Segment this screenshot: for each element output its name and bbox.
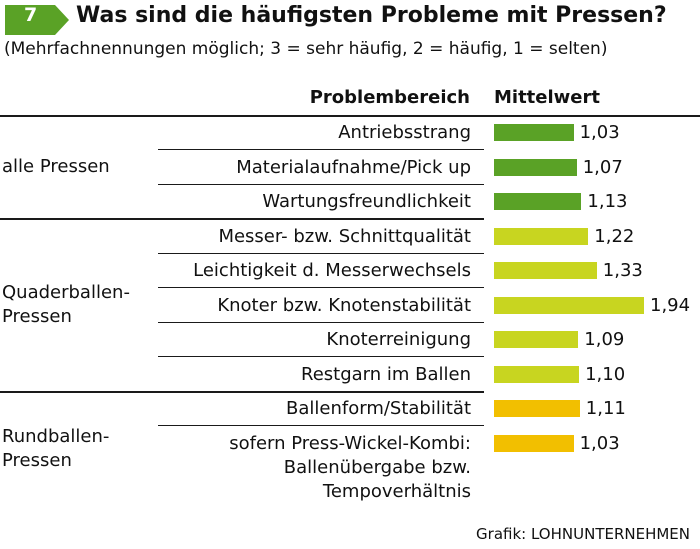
problem-label: sofern Press-Wickel-Kombi: Ballenübergab…: [229, 432, 471, 502]
value-label: 1,94: [650, 294, 691, 316]
value-bar: [494, 158, 577, 176]
row-rule: [158, 287, 484, 288]
column-header-value: Mittelwert: [494, 87, 600, 108]
column-header-problem: Problembereich: [309, 87, 470, 108]
chart-title: Was sind die häufigsten Probleme mit Pre…: [76, 3, 667, 28]
row-rule: [158, 321, 484, 323]
header-rule: [0, 115, 700, 117]
problem-label: Ballenform/Stabilität: [286, 398, 471, 419]
value-bar: [494, 296, 644, 314]
problem-label: Restgarn im Ballen: [301, 363, 471, 385]
value-label: 1,11: [585, 398, 626, 419]
problem-label: Materialaufnahme/Pick up: [236, 156, 471, 178]
value-label: 1,10: [585, 363, 626, 385]
problem-label: Antriebsstrang: [338, 122, 471, 143]
group-label: Rundballen- Pressen: [2, 426, 110, 472]
value-label: 1,03: [579, 122, 620, 143]
value-label: 1,03: [579, 432, 620, 454]
value-bar: [494, 193, 582, 210]
row-rule: [158, 149, 484, 150]
problem-label: Leichtigkeit d. Messerwechsels: [193, 260, 471, 281]
row-rule: [158, 356, 484, 357]
problem-label: Wartungsfreundlichkeit: [262, 191, 471, 212]
problem-label: Knoter bzw. Knotenstabilität: [217, 294, 471, 316]
value-label: 1,22: [594, 225, 635, 247]
source-credit: Grafik: LOHNUNTERNEHMEN: [476, 525, 690, 543]
value-bar: [494, 227, 589, 245]
group-label: alle Pressen: [2, 155, 110, 177]
group-rule: [0, 390, 484, 393]
group-label: Quaderballen- Pressen: [2, 281, 130, 327]
row-rule: [158, 425, 484, 426]
value-bar: [494, 124, 574, 141]
value-label: 1,07: [582, 156, 623, 178]
value-label: 1,09: [584, 329, 625, 350]
value-label: 1,13: [587, 191, 628, 212]
value-bar: [494, 262, 597, 279]
value-bar: [494, 365, 580, 383]
value-bar: [494, 400, 580, 417]
group-rule: [0, 218, 484, 220]
row-rule: [158, 252, 484, 254]
problem-label: Knoterreinigung: [326, 329, 471, 350]
value-bar: [494, 434, 574, 452]
chart-number-badge: [5, 5, 69, 35]
problem-label: Messer- bzw. Schnittqualität: [218, 225, 471, 247]
badge-number: 7: [24, 4, 38, 26]
badge-arrow-shape: [5, 5, 69, 35]
value-label: 1,33: [602, 260, 643, 281]
row-rule: [158, 183, 484, 185]
value-bar: [494, 331, 579, 348]
chart-subtitle: (Mehrfachnennungen möglich; 3 = sehr häu…: [4, 39, 608, 59]
